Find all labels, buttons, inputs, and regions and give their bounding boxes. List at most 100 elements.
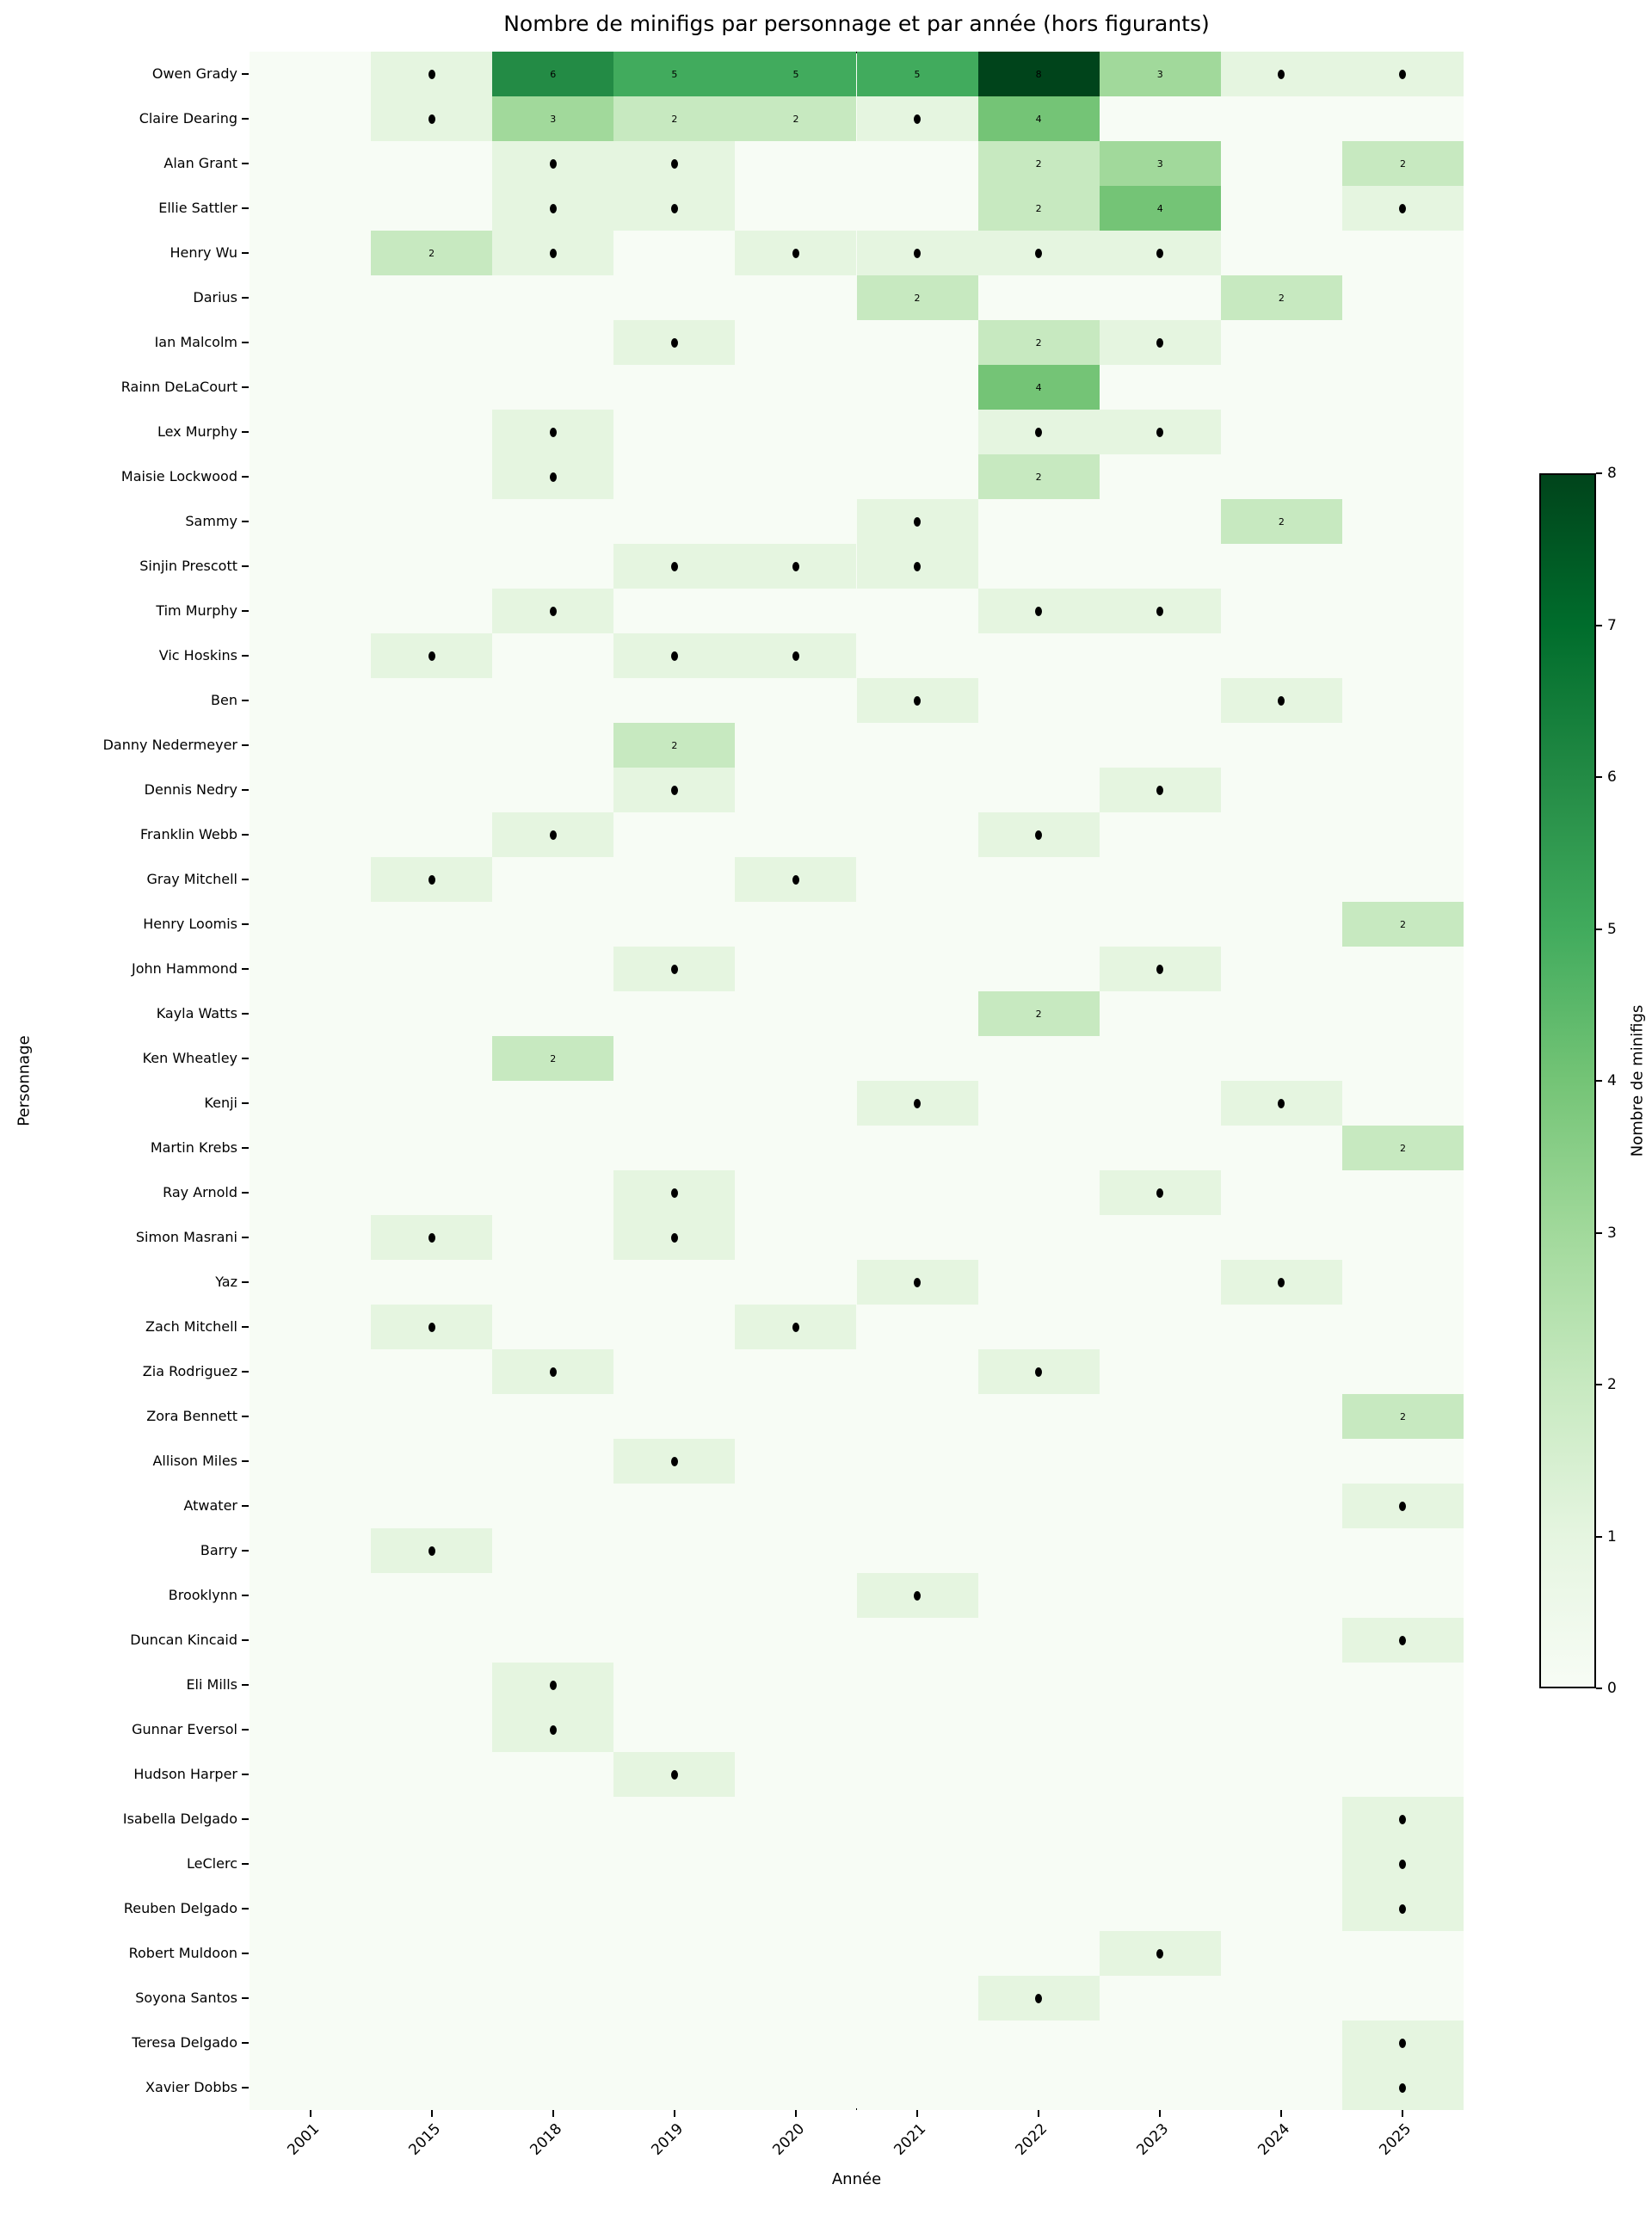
heatmap-cell	[1220, 2021, 1342, 2065]
count-label: 4	[1035, 381, 1042, 393]
y-tick-mark	[242, 2087, 249, 2089]
heatmap-cell	[1220, 1573, 1342, 1618]
heatmap-cell	[250, 231, 372, 275]
heatmap-cell	[613, 1305, 736, 1349]
y-tick-mark	[242, 1595, 249, 1596]
count-dot	[1156, 606, 1164, 616]
heatmap-cell	[1220, 1215, 1342, 1260]
y-tick-mark	[242, 1953, 249, 1954]
heatmap-cell	[250, 1394, 372, 1439]
y-tick-label: LeClerc	[187, 1855, 237, 1872]
count-dot	[1399, 2038, 1407, 2048]
heatmap-cell	[1099, 812, 1221, 857]
heatmap-cell	[735, 1931, 857, 1976]
count-dot	[1278, 69, 1285, 79]
heatmap-cell	[856, 1484, 978, 1528]
heatmap-cell	[1220, 902, 1342, 947]
count-dot	[670, 1769, 678, 1780]
heatmap-cell	[492, 365, 614, 410]
heatmap-cell	[1099, 544, 1221, 589]
x-tick-mark	[1280, 2110, 1283, 2117]
heatmap-cell	[250, 1886, 372, 1931]
y-tick-mark	[242, 1102, 249, 1104]
heatmap-cell	[371, 1931, 493, 1976]
heatmap-cell	[613, 1528, 736, 1573]
heatmap-cell: 5	[735, 52, 857, 96]
heatmap-cell	[371, 1886, 493, 1931]
heatmap-cell	[492, 1976, 614, 2021]
heatmap-cell	[250, 902, 372, 947]
y-tick-mark	[242, 834, 249, 836]
heatmap-cell	[250, 1126, 372, 1170]
heatmap-cell	[613, 1573, 736, 1618]
count-label: 4	[1156, 202, 1163, 214]
count-dot	[428, 1232, 435, 1243]
heatmap-cell	[1220, 1707, 1342, 1752]
count-dot	[549, 472, 557, 482]
heatmap-cell	[250, 1081, 372, 1126]
heatmap-cell	[492, 1394, 614, 1439]
colorbar-tick-label: 7	[1607, 616, 1617, 634]
heatmap-cell	[250, 186, 372, 231]
heatmap-cell	[1341, 1081, 1464, 1126]
heatmap-cell	[856, 2065, 978, 2110]
heatmap-cell	[250, 320, 372, 365]
y-tick-mark	[242, 431, 249, 433]
heatmap-cell	[371, 365, 493, 410]
heatmap-cell	[250, 1663, 372, 1707]
heatmap-cell	[492, 589, 614, 633]
heatmap-cell	[250, 52, 372, 96]
heatmap-cell	[735, 589, 857, 633]
heatmap-cell	[1341, 544, 1464, 589]
heatmap-cell	[613, 1484, 736, 1528]
heatmap-cell	[371, 186, 493, 231]
heatmap-cell	[250, 1618, 372, 1663]
heatmap-cell	[492, 320, 614, 365]
heatmap-cell	[613, 1170, 736, 1215]
heatmap-cell	[856, 1081, 978, 1126]
heatmap-cell	[250, 812, 372, 857]
heatmap-cell	[735, 1349, 857, 1394]
y-tick-mark	[242, 252, 249, 254]
heatmap-cell	[371, 1126, 493, 1170]
colorbar-tick-label: 1	[1607, 1527, 1617, 1546]
x-tick-mark	[673, 2110, 675, 2117]
heatmap-cell	[492, 1752, 614, 1797]
y-tick-mark	[242, 655, 249, 657]
count-dot	[792, 248, 799, 258]
heatmap-cell	[856, 544, 978, 589]
heatmap-cell	[371, 768, 493, 812]
y-tick-mark	[242, 1326, 249, 1328]
heatmap-cell	[1341, 1618, 1464, 1663]
heatmap-cell	[1099, 410, 1221, 454]
heatmap-cell	[1220, 633, 1342, 678]
heatmap-cell	[1341, 1573, 1464, 1618]
heatmap-cell	[1099, 1081, 1221, 1126]
heatmap-cell	[371, 1707, 493, 1752]
count-label: 2	[1035, 471, 1042, 483]
heatmap-cell	[371, 1842, 493, 1886]
count-dot	[549, 158, 557, 169]
x-tick-label: 2020	[769, 2120, 809, 2159]
heatmap-cell	[371, 499, 493, 544]
heatmap-cell: 2	[1220, 499, 1342, 544]
heatmap-cell	[492, 633, 614, 678]
heatmap-cell	[613, 1707, 736, 1752]
heatmap-cell	[977, 1215, 1100, 1260]
heatmap-cell	[371, 1349, 493, 1394]
heatmap-cell	[1220, 812, 1342, 857]
count-label: 2	[1278, 292, 1285, 304]
y-tick-label: Dennis Nedry	[144, 781, 237, 798]
heatmap-cell	[613, 1618, 736, 1663]
heatmap-cell	[1341, 275, 1464, 320]
heatmap-cell	[735, 1663, 857, 1707]
count-label: 8	[1035, 68, 1042, 80]
heatmap-cell	[371, 454, 493, 499]
heatmap-cell	[250, 768, 372, 812]
heatmap-cell	[977, 1484, 1100, 1528]
heatmap-cell	[1099, 1707, 1221, 1752]
count-label: 2	[1035, 336, 1042, 349]
count-label: 2	[1035, 202, 1042, 214]
y-tick-mark	[242, 565, 249, 567]
count-label: 3	[1156, 68, 1163, 80]
